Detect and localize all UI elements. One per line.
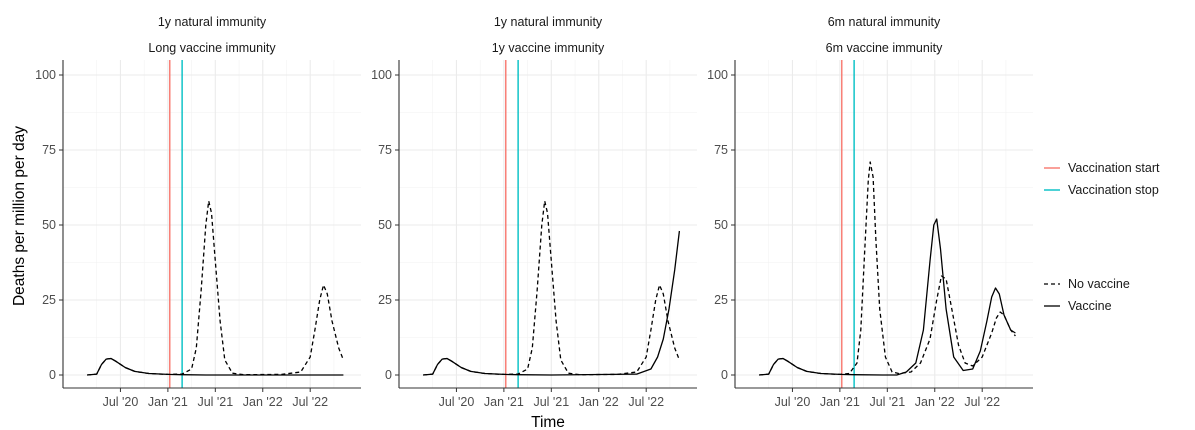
- x-tick-label: Jan '22: [915, 395, 955, 409]
- y-tick-label: 0: [49, 368, 56, 382]
- y-tick-label: 100: [35, 68, 56, 82]
- x-tick-label: Jul '21: [869, 395, 905, 409]
- strip-label-top: 1y natural immunity: [494, 15, 603, 29]
- legend-label: Vaccination stop: [1068, 183, 1159, 197]
- y-tick-label: 50: [42, 218, 56, 232]
- legend: Vaccination start Vaccination stop No vacc…: [1044, 161, 1160, 313]
- x-tick-label: Jul '22: [628, 395, 664, 409]
- y-tick-label: 25: [378, 293, 392, 307]
- y-tick-label: 0: [721, 368, 728, 382]
- series-line: [87, 357, 344, 376]
- y-tick-label: 75: [378, 143, 392, 157]
- y-tick-label: 0: [385, 368, 392, 382]
- strip-label-bottom: Long vaccine immunity: [148, 41, 276, 55]
- facet-panel: 1y natural immunity 1y vaccine immunity 0 2…: [371, 15, 697, 409]
- y-tick-label: 75: [42, 143, 56, 157]
- x-tick-label: Jul '21: [197, 395, 233, 409]
- x-axis-title: Time: [531, 414, 565, 430]
- legend-label: Vaccination start: [1068, 161, 1160, 175]
- legend-label: No vaccine: [1068, 277, 1130, 291]
- legend-label: Vaccine: [1068, 299, 1112, 313]
- facet-panels: 1y natural immunity Long vaccine immunity…: [35, 15, 1033, 409]
- y-tick-label: 100: [371, 68, 392, 82]
- strip-label-bottom: 6m vaccine immunity: [826, 41, 943, 55]
- y-tick-label: 75: [714, 143, 728, 157]
- series-line: [423, 230, 681, 376]
- x-tick-label: Jan '22: [243, 395, 283, 409]
- x-tick-label: Jul '20: [103, 395, 139, 409]
- x-tick-label: Jul '21: [533, 395, 569, 409]
- x-tick-label: Jan '21: [484, 395, 524, 409]
- x-tick-label: Jul '20: [775, 395, 811, 409]
- x-tick-label: Jan '21: [820, 395, 860, 409]
- series-line: [759, 218, 1016, 376]
- y-tick-label: 25: [714, 293, 728, 307]
- facet-panel: 6m natural immunity 6m vaccine immunity 0 2…: [707, 15, 1033, 409]
- facet-panel: 1y natural immunity Long vaccine immunity…: [35, 15, 361, 409]
- strip-label-top: 1y natural immunity: [158, 15, 267, 29]
- x-tick-label: Jan '21: [148, 395, 188, 409]
- strip-label-top: 6m natural immunity: [828, 15, 941, 29]
- y-axis-title: Deaths per million per day: [11, 126, 28, 306]
- y-tick-label: 50: [714, 218, 728, 232]
- x-tick-label: Jan '22: [579, 395, 619, 409]
- strip-label-bottom: 1y vaccine immunity: [492, 41, 605, 55]
- y-tick-label: 50: [378, 218, 392, 232]
- x-tick-label: Jul '20: [439, 395, 475, 409]
- y-tick-label: 100: [707, 68, 728, 82]
- x-tick-label: Jul '22: [964, 395, 1000, 409]
- y-tick-label: 25: [42, 293, 56, 307]
- x-tick-label: Jul '22: [292, 395, 328, 409]
